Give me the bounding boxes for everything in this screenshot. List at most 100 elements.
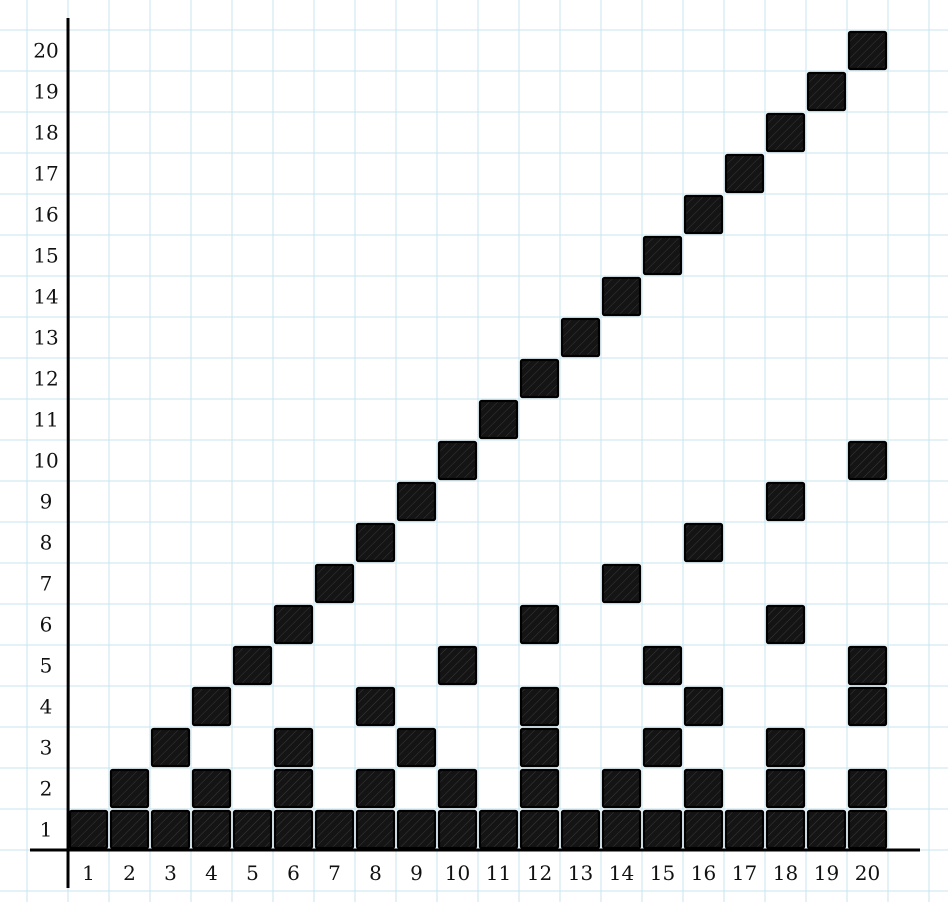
x-tick-label: 10 <box>445 861 470 885</box>
filled-cell <box>683 194 724 235</box>
filled-cell <box>765 809 806 850</box>
filled-cell <box>191 686 232 727</box>
filled-cell <box>437 440 478 481</box>
filled-cell <box>273 809 314 850</box>
filled-cell <box>847 440 888 481</box>
filled-cell <box>273 604 314 645</box>
x-tick-label: 12 <box>527 861 552 885</box>
x-tick-label: 1 <box>82 861 95 885</box>
filled-cell <box>191 809 232 850</box>
filled-cell <box>642 645 683 686</box>
filled-cell <box>519 358 560 399</box>
x-tick-label: 20 <box>855 861 880 885</box>
filled-cell <box>765 604 806 645</box>
filled-cell <box>847 645 888 686</box>
filled-cell <box>765 112 806 153</box>
y-axis-line <box>65 17 71 889</box>
y-tick-label: 5 <box>40 654 53 678</box>
filled-cell <box>68 809 109 850</box>
y-tick-label: 14 <box>33 285 58 309</box>
y-tick-label: 2 <box>40 777 53 801</box>
filled-cell <box>519 768 560 809</box>
filled-cell <box>150 727 191 768</box>
filled-cell <box>724 809 765 850</box>
x-tick-label: 16 <box>691 861 716 885</box>
filled-cell <box>437 809 478 850</box>
x-tick-label: 4 <box>205 861 218 885</box>
x-tick-label: 5 <box>246 861 259 885</box>
y-tick-label: 19 <box>33 80 58 104</box>
x-tick-label: 7 <box>328 861 341 885</box>
filled-cell <box>683 686 724 727</box>
axes <box>29 17 921 889</box>
filled-cell <box>109 809 150 850</box>
filled-cell <box>560 809 601 850</box>
filled-cells <box>68 30 888 850</box>
filled-cell <box>847 809 888 850</box>
filled-cell <box>396 727 437 768</box>
x-tick-label: 15 <box>650 861 675 885</box>
filled-cell <box>724 153 765 194</box>
filled-cell <box>765 727 806 768</box>
filled-cell <box>519 604 560 645</box>
filled-cell <box>273 768 314 809</box>
filled-cell <box>437 645 478 686</box>
x-tick-label: 2 <box>123 861 136 885</box>
filled-cell <box>683 768 724 809</box>
filled-cell <box>601 768 642 809</box>
y-tick-label: 18 <box>33 121 58 145</box>
filled-cell <box>601 563 642 604</box>
y-tick-label: 15 <box>33 244 58 268</box>
filled-cell <box>396 481 437 522</box>
x-tick-label: 9 <box>410 861 423 885</box>
filled-cell <box>273 727 314 768</box>
filled-cell <box>806 71 847 112</box>
y-tick-label: 12 <box>33 367 58 391</box>
x-tick-label: 17 <box>732 861 757 885</box>
filled-cell <box>847 686 888 727</box>
filled-cell <box>642 727 683 768</box>
filled-cell <box>355 686 396 727</box>
filled-cell <box>314 809 355 850</box>
x-tick-label: 13 <box>568 861 593 885</box>
y-tick-label: 17 <box>33 162 58 186</box>
y-tick-label: 7 <box>40 572 53 596</box>
filled-cell <box>396 809 437 850</box>
filled-cell <box>232 809 273 850</box>
filled-cell <box>437 768 478 809</box>
filled-cell <box>642 809 683 850</box>
x-tick-label: 6 <box>287 861 300 885</box>
y-tick-label: 20 <box>33 39 58 63</box>
filled-cell <box>355 809 396 850</box>
y-tick-label: 8 <box>40 531 53 555</box>
x-axis-tick-labels: 1 2 3 4 5 6 7 8 9 10 11 12 13 14 15 16 17 18 19 20 <box>82 861 880 885</box>
y-tick-label: 16 <box>33 203 58 227</box>
x-tick-label: 14 <box>609 861 634 885</box>
filled-cell <box>683 809 724 850</box>
x-tick-label: 19 <box>814 861 839 885</box>
filled-cell <box>478 399 519 440</box>
x-tick-label: 11 <box>486 861 511 885</box>
filled-cell <box>232 645 273 686</box>
filled-cell <box>601 276 642 317</box>
y-tick-label: 10 <box>33 449 58 473</box>
y-tick-label: 6 <box>40 613 53 637</box>
x-tick-label: 3 <box>164 861 177 885</box>
filled-cell <box>519 686 560 727</box>
y-tick-label: 9 <box>40 490 53 514</box>
filled-cell <box>601 809 642 850</box>
x-axis-line <box>29 848 921 852</box>
filled-cell <box>314 563 355 604</box>
filled-cell <box>519 809 560 850</box>
y-tick-label: 3 <box>40 736 53 760</box>
filled-cell <box>355 768 396 809</box>
filled-cell <box>150 809 191 850</box>
filled-cell <box>847 30 888 71</box>
x-tick-label: 18 <box>773 861 798 885</box>
filled-cell <box>806 809 847 850</box>
y-tick-label: 4 <box>40 695 53 719</box>
y-tick-label: 11 <box>33 408 58 432</box>
